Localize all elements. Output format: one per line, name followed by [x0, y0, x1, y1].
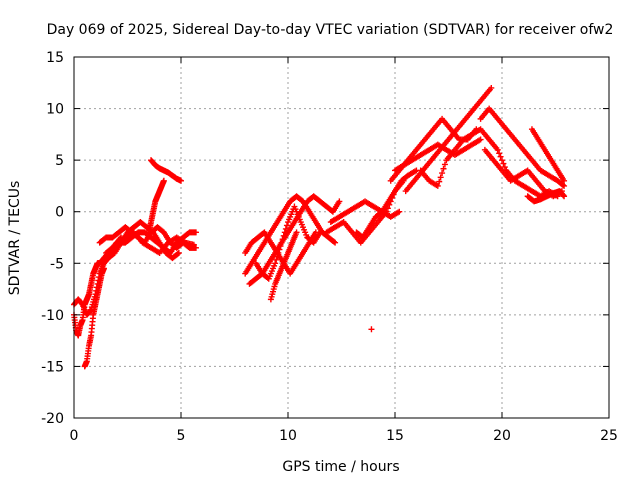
series-afternoon-b — [242, 229, 319, 277]
y-axis-label: SDTVAR / TECUs — [7, 181, 23, 296]
data-point — [436, 178, 443, 185]
x-tick-label: 25 — [600, 428, 618, 444]
data-point — [277, 243, 284, 250]
data-point — [282, 225, 289, 232]
data-point — [93, 284, 100, 291]
data-point — [561, 193, 568, 200]
data-point — [281, 229, 288, 236]
y-tick-label: -15 — [41, 359, 64, 375]
data-point — [283, 222, 290, 229]
axis-ticks — [73, 56, 610, 419]
data-point — [501, 164, 508, 171]
data-point — [175, 249, 182, 256]
series-afternoon-e — [252, 203, 324, 282]
data-point — [87, 307, 94, 314]
y-tick-label: -5 — [50, 256, 64, 272]
series-spike-4h — [145, 177, 167, 236]
y-tick-label: 15 — [46, 50, 64, 66]
data-point — [477, 136, 484, 143]
data-point — [336, 198, 343, 205]
data-point — [190, 241, 197, 248]
data-point — [499, 157, 505, 164]
data-point — [500, 160, 507, 167]
data-point — [488, 84, 495, 91]
y-tick-label: 0 — [55, 205, 64, 221]
data-point — [174, 250, 181, 257]
data-point — [92, 291, 99, 298]
data-point — [93, 287, 100, 294]
series-outlier — [368, 326, 375, 333]
tick-labels: 0 5 10 15 20 25 -20 -15 -10 -5 0 5 10 15 — [41, 50, 618, 444]
series-night-e — [477, 105, 568, 189]
series-high-4h — [148, 157, 184, 184]
x-tick-label: 0 — [70, 428, 79, 444]
data-point — [95, 277, 102, 284]
y-tick-label: -20 — [41, 411, 64, 427]
series-night-h — [528, 126, 568, 184]
data-point — [279, 236, 286, 243]
data-point — [273, 256, 280, 263]
data-point — [368, 326, 375, 333]
data-point — [280, 232, 287, 239]
data-point — [95, 274, 102, 281]
data-point — [192, 229, 199, 236]
data-point — [434, 182, 441, 189]
data-point — [561, 177, 568, 184]
data-point — [331, 238, 338, 245]
data-point — [160, 177, 167, 184]
y-tick-label: 10 — [46, 102, 64, 118]
data-point — [278, 239, 285, 246]
data-point — [497, 153, 504, 160]
data-point — [272, 260, 279, 267]
data-point — [274, 253, 281, 260]
series-evening-c — [353, 167, 420, 241]
series-night-c — [402, 84, 495, 195]
data-point — [560, 192, 567, 199]
data-point — [276, 246, 283, 253]
series-morning-band-d — [113, 229, 197, 256]
data-point — [396, 208, 403, 215]
data-point — [192, 244, 199, 251]
y-tick-label: -10 — [41, 308, 64, 324]
data-point — [496, 150, 503, 157]
x-tick-label: 5 — [177, 428, 186, 444]
grid — [74, 57, 609, 418]
data-point — [332, 239, 339, 246]
data-point — [440, 165, 447, 172]
y-tick-label: 5 — [55, 153, 64, 169]
data-point — [441, 161, 448, 168]
x-axis-label: GPS time / hours — [282, 459, 399, 475]
data-point — [293, 229, 300, 236]
x-tick-label: 20 — [493, 428, 511, 444]
data-point — [317, 229, 324, 236]
data-point — [94, 280, 101, 287]
data-point — [437, 174, 444, 181]
chart-title: Day 069 of 2025, Sidereal Day-to-day VTE… — [47, 22, 614, 38]
data-point — [439, 170, 446, 177]
series-night-g — [524, 188, 568, 205]
series-evening-a — [327, 198, 403, 226]
data-point — [559, 182, 566, 189]
data-point — [494, 146, 501, 153]
data-point — [275, 249, 282, 256]
series-afternoon-d — [267, 229, 300, 303]
series-night-d — [417, 126, 561, 200]
data-point — [178, 177, 184, 184]
data-point — [561, 182, 568, 189]
data-points — [71, 84, 568, 370]
plot-frame — [73, 56, 610, 419]
x-tick-label: 15 — [386, 428, 404, 444]
x-tick-label: 10 — [279, 428, 297, 444]
